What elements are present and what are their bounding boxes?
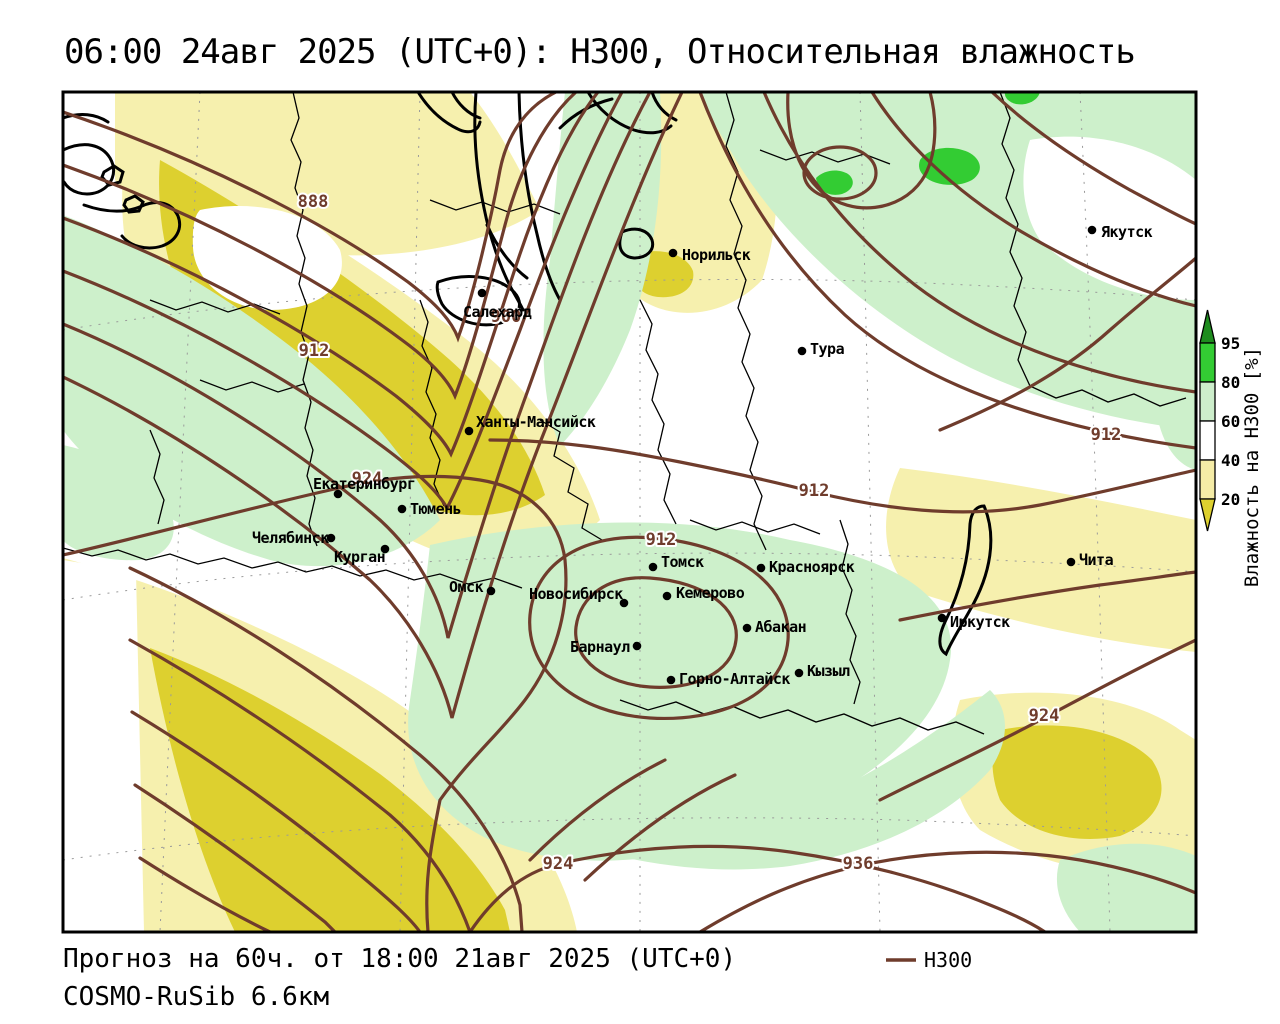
colorbar-tick: 40 <box>1221 451 1240 470</box>
city-marker <box>648 562 658 572</box>
city-marker <box>326 533 336 543</box>
city-label: Красноярск <box>769 558 855 576</box>
city-marker <box>619 598 629 608</box>
city-label: Кемерово <box>676 584 745 602</box>
colorbar-segment <box>1199 381 1216 422</box>
coastline-layer <box>63 92 993 657</box>
contour-value-label: 924 <box>352 469 383 489</box>
city: Томск <box>648 553 705 572</box>
model-info: COSMO-RuSib 6.6км <box>63 982 330 1012</box>
city-marker <box>662 591 672 601</box>
colorbar-arrow-top <box>1199 309 1216 344</box>
city: Чита <box>1066 551 1114 569</box>
city: Екатеринбург <box>313 475 416 499</box>
city-marker <box>668 248 678 258</box>
city-marker <box>380 544 390 554</box>
contour-value-label: 912 <box>299 341 330 361</box>
contour-label-layer: 888 900 912 924 912 912 912 924 924 936 <box>296 190 1124 876</box>
contour-value-label: 924 <box>1029 706 1060 726</box>
city-label: Горно-Алтайск <box>679 670 790 688</box>
city-label: Томск <box>661 553 704 571</box>
city-label: Омск <box>449 578 484 596</box>
city-label: Барнаул <box>570 638 630 656</box>
city: Кемерово <box>662 584 745 602</box>
city: Горно-Алтайск <box>666 670 791 688</box>
city-label: Чита <box>1079 551 1114 569</box>
colorbar-tick: 60 <box>1221 412 1240 431</box>
city-layer: Норильск Якутск Салехард Тура Ханты-Мансийск… <box>252 223 1153 688</box>
city-marker <box>464 426 474 436</box>
city: Кызыл <box>794 662 851 680</box>
map-frame <box>61 90 1198 934</box>
city: Красноярск <box>756 558 855 576</box>
city-label: Якутск <box>1101 223 1153 241</box>
contour-value-label: 936 <box>843 854 874 874</box>
city-label: Иркутск <box>950 613 1010 631</box>
city-label: Новосибирск <box>529 585 623 603</box>
city-label: Курган <box>334 548 385 566</box>
city-marker <box>486 586 496 596</box>
city: Барнаул <box>570 638 642 656</box>
city-label: Ханты-Мансийск <box>476 413 596 431</box>
colorbar-segment <box>1199 459 1216 500</box>
admin-border-layer <box>63 92 1187 735</box>
city: Норильск <box>668 246 751 264</box>
city-marker <box>1087 225 1097 235</box>
city-marker <box>1066 557 1076 567</box>
humidity-colorbar: 95 80 60 40 20 Влажность на H300 [%] <box>1199 309 1263 587</box>
city: Иркутск <box>937 613 1011 631</box>
contour-value-label: 888 <box>298 192 329 212</box>
contour-value-label: 912 <box>1091 425 1122 445</box>
colorbar-tick: 20 <box>1221 490 1240 509</box>
page-title: 06:00 24авг 2025 (UTC+0): H300, Относите… <box>64 32 1136 72</box>
city: Курган <box>334 544 390 566</box>
city-marker <box>742 623 752 633</box>
city-label: Салехард <box>463 303 532 321</box>
city: Тюмень <box>397 500 462 518</box>
city: Челябинск <box>252 529 336 547</box>
colorbar-segment <box>1199 342 1216 383</box>
city-marker <box>397 504 407 514</box>
city-marker <box>666 675 676 685</box>
city-label: Тура <box>810 340 845 358</box>
colorbar-segment <box>1199 420 1216 461</box>
forecast-info: Прогноз на 60ч. от 18:00 21авг 2025 (UTC… <box>63 944 737 974</box>
city: Якутск <box>1087 223 1153 241</box>
city: Салехард <box>463 288 532 321</box>
city-label: Тюмень <box>410 500 461 518</box>
city-marker <box>756 563 766 573</box>
city: Ханты-Мансийск <box>464 413 596 436</box>
city: Новосибирск <box>529 585 629 608</box>
city-marker <box>333 489 343 499</box>
city-marker <box>632 641 642 651</box>
colorbar-tick: 80 <box>1221 373 1240 392</box>
city-label: Екатеринбург <box>313 475 415 493</box>
h300-line-legend: H300 <box>884 948 972 972</box>
city-label: Абакан <box>755 618 806 636</box>
city-marker <box>797 346 807 356</box>
city-label: Норильск <box>682 246 751 264</box>
h300-legend-label: H300 <box>924 948 973 972</box>
city-marker <box>794 668 804 678</box>
city-label: Челябинск <box>252 529 329 547</box>
city: Абакан <box>742 618 807 636</box>
colorbar-title: Влажность на H300 [%] <box>1241 347 1263 587</box>
city: Омск <box>449 578 496 596</box>
colorbar-arrow-bottom <box>1199 498 1216 532</box>
city-label: Кызыл <box>807 662 850 680</box>
city-marker <box>937 613 947 623</box>
contour-value-label: 912 <box>799 481 830 501</box>
contour-layer <box>63 92 1196 932</box>
h300-line-sample <box>886 958 916 962</box>
contour-value-label: 900 <box>491 307 522 327</box>
city: Тура <box>797 340 845 358</box>
contour-value-label: 912 <box>646 530 677 550</box>
colorbar-tick: 95 <box>1221 334 1240 353</box>
contour-value-label: 924 <box>543 854 574 874</box>
city-marker <box>477 288 487 298</box>
